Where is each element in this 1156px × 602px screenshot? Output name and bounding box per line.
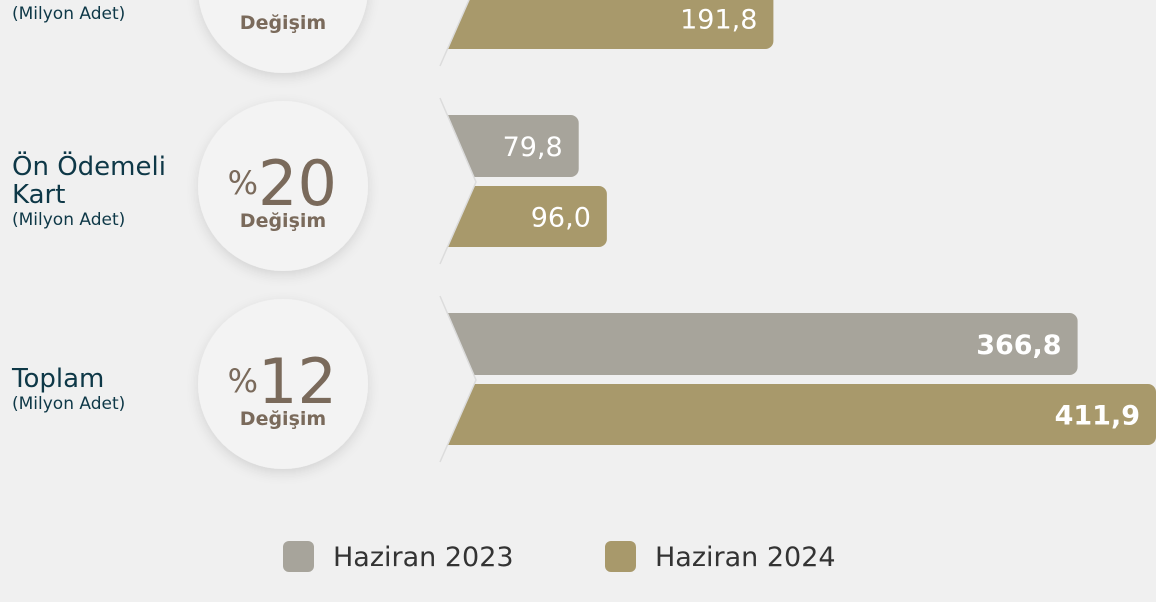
bar bbox=[420, 384, 1156, 445]
legend-swatch bbox=[605, 541, 636, 572]
bar bbox=[420, 0, 774, 49]
change-value: 12 bbox=[258, 345, 337, 418]
legend-label: Haziran 2024 bbox=[655, 542, 836, 573]
change-prefix: % bbox=[228, 362, 258, 400]
change-prefix: % bbox=[228, 164, 258, 202]
change-label: Değişim bbox=[240, 12, 326, 34]
value-label: 79,8 bbox=[503, 132, 563, 163]
value-label: 96,0 bbox=[531, 203, 591, 234]
change-value: 20 bbox=[258, 147, 337, 220]
change-circle bbox=[198, 0, 368, 73]
value-label: 191,8 bbox=[680, 5, 757, 36]
value-label: 366,8 bbox=[976, 330, 1061, 361]
bar bbox=[420, 313, 1078, 375]
category-label: (Milyon Adet) bbox=[12, 3, 187, 25]
notch-edge bbox=[439, 0, 470, 67]
notch-edge bbox=[439, 97, 477, 265]
change-circle bbox=[198, 101, 368, 271]
category-label: Toplam (Milyon Adet) bbox=[12, 365, 187, 415]
bar-notch bbox=[400, 0, 470, 68]
category-name: Ön Ödemeli Kart bbox=[12, 152, 166, 210]
legend-label: Haziran 2023 bbox=[333, 542, 514, 573]
change-circle bbox=[198, 299, 368, 469]
category-label: Ön Ödemeli Kart (Milyon Adet) bbox=[12, 153, 187, 231]
legend-swatch bbox=[283, 541, 314, 572]
change-label: Değişim bbox=[240, 408, 326, 430]
notch-edge bbox=[439, 295, 477, 463]
unit-label: (Milyon Adet) bbox=[12, 394, 126, 414]
category-name: Toplam bbox=[12, 364, 105, 394]
unit-label: (Milyon Adet) bbox=[12, 210, 126, 230]
value-label: 411,9 bbox=[1055, 401, 1140, 432]
unit-label: (Milyon Adet) bbox=[12, 4, 126, 24]
change-label: Değişim bbox=[240, 210, 326, 232]
